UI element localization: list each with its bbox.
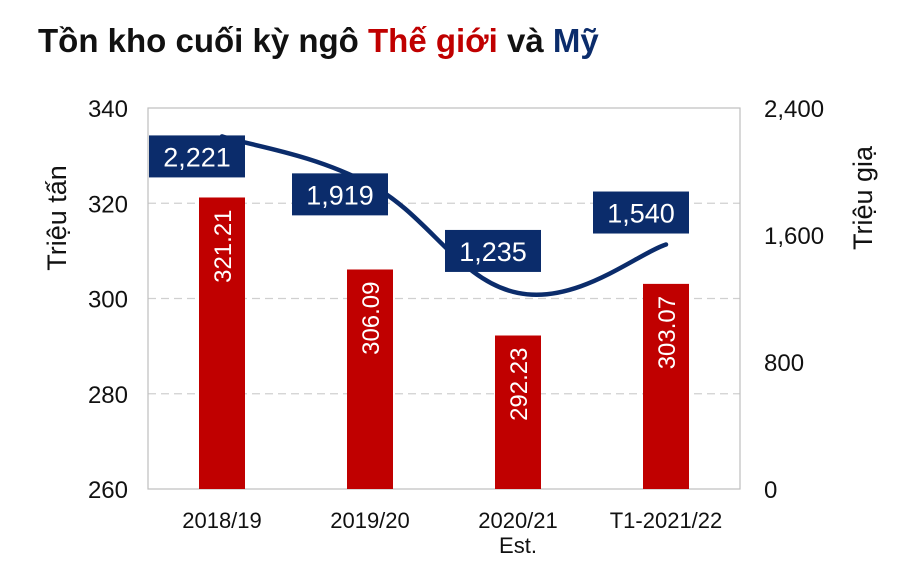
y-tick-left: 260: [88, 477, 128, 504]
line-label-box: [292, 173, 388, 216]
bar: [347, 269, 393, 489]
line-label-box: [593, 191, 689, 234]
title-part-world: Thế giới: [368, 22, 498, 59]
line-label-box: [445, 229, 541, 272]
chart-title: Tồn kho cuối kỳ ngô Thế giới và Mỹ: [38, 22, 599, 60]
bars-layer: 321.21 306.09 292.23 303.07: [199, 197, 689, 490]
axes-layer: 340 320 300 280 260 2,400 1,600 800 0 2018/19 2019…: [88, 96, 824, 558]
line-value-label: 1,235: [459, 237, 527, 267]
y-tick-left: 320: [88, 191, 128, 218]
x-tick-label: Est.: [499, 533, 537, 558]
title-part-1: Tồn kho cuối kỳ ngô: [38, 22, 368, 59]
bar-value-label: 303.07: [654, 296, 681, 369]
bar-value-label: 321.21: [210, 209, 237, 282]
y-tick-right: 1,600: [764, 223, 824, 250]
bar-value-label: 292.23: [506, 348, 533, 421]
y-tick-left: 300: [88, 287, 128, 314]
x-tick-label: T1-2021/22: [610, 508, 723, 533]
y-tick-right: 2,400: [764, 96, 824, 123]
title-part-us: Mỹ: [552, 22, 599, 59]
bar: [199, 197, 245, 490]
y-tick-left: 340: [88, 96, 128, 123]
x-tick-label: 2019/20: [330, 508, 410, 533]
line-value-label: 1,540: [607, 199, 675, 229]
line-value-label: 1,919: [306, 180, 374, 210]
plot-frame: [147, 107, 741, 490]
x-tick-label: 2020/21: [478, 508, 558, 533]
title-part-3: và: [497, 22, 553, 59]
y-axis-title-right: Triệu giạ: [848, 145, 878, 250]
bar: [643, 283, 689, 489]
y-tick-right: 800: [764, 350, 804, 377]
bar-value-label: 306.09: [358, 281, 385, 354]
y-axis-title-left: Triệu tấn: [42, 165, 72, 271]
line-value-label: 2,221: [163, 142, 231, 172]
x-tick-label: 2018/19: [182, 508, 262, 533]
y-tick-left: 280: [88, 382, 128, 409]
grid-layer: [148, 202, 740, 395]
y-tick-right: 0: [764, 477, 777, 504]
bar: [495, 335, 541, 489]
line-layer: 2,221 1,919 1,235 1,540: [149, 134, 689, 297]
line-label-box: [149, 135, 245, 178]
